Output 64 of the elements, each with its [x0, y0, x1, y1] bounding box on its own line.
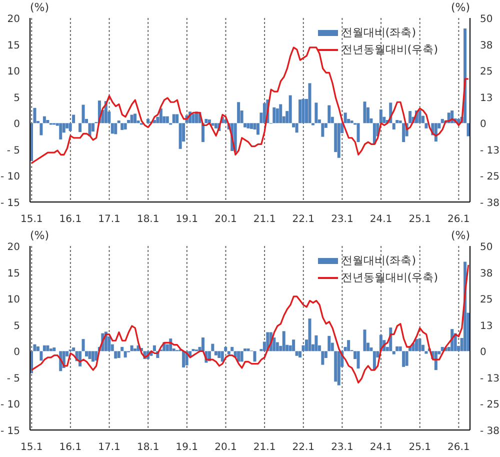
y-tick-label: 20 — [7, 242, 20, 253]
x-tick-label: 23.1 — [331, 214, 354, 225]
y2-tick-label: 25 — [480, 294, 493, 306]
x-tick-label: 18.1 — [136, 214, 160, 225]
y2-tick-label: 50 — [480, 242, 493, 253]
y2-tick-label: - 25 — [480, 400, 500, 411]
y-tick-label: 0 — [14, 347, 20, 358]
y-tick-label: - 10 — [0, 400, 20, 411]
x-tick-label: 20.1 — [214, 442, 237, 453]
x-tick-label: 18.1 — [136, 442, 160, 453]
x-tick-label: 24.1 — [370, 214, 392, 225]
x-tick-label: 21.1 — [253, 214, 276, 225]
x-tick-label: 25.1 — [408, 442, 431, 453]
legend-label: 전년동월대비(우축) — [341, 270, 438, 286]
y2-tick-label: 0 — [480, 347, 486, 358]
y2-tick-label: - 25 — [480, 172, 500, 183]
legend-label: 전월대비(좌축) — [341, 25, 416, 41]
y-tick-label: 5 — [14, 92, 20, 104]
x-tick-label: 21.1 — [253, 442, 276, 453]
y2-tick-label: 13 — [480, 320, 493, 332]
x-tick-label: 15.1 — [20, 214, 43, 225]
y-tick-label: 15 — [7, 40, 20, 52]
y2-axis-title: (%) — [450, 229, 470, 242]
x-tick-label: 15.1 — [20, 442, 43, 453]
y-tick-label: 20 — [7, 14, 20, 25]
y-tick-label: - 15 — [0, 426, 20, 437]
y2-tick-label: - 13 — [480, 145, 500, 156]
x-tick-label: 17.1 — [98, 442, 120, 453]
y2-tick-label: 0 — [480, 119, 486, 130]
y2-tick-label: 50 — [480, 14, 493, 25]
y-tick-label: 5 — [14, 320, 20, 332]
x-tick-label: 16.1 — [59, 442, 82, 453]
y2-axis-title: (%) — [450, 1, 470, 14]
y2-tick-label: - 38 — [480, 426, 500, 437]
x-tick-label: 26.1 — [448, 442, 470, 453]
y-axis-title: (%) — [30, 229, 50, 242]
y-tick-label: - 15 — [0, 198, 20, 209]
y-axis-title: (%) — [30, 1, 50, 14]
legend-label: 전년동월대비(우축) — [341, 42, 438, 58]
y2-tick-label: 38 — [480, 40, 493, 52]
legend-label: 전월대비(좌축) — [341, 253, 416, 269]
y-tick-label: - 10 — [0, 172, 20, 183]
y2-tick-label: 13 — [480, 92, 493, 104]
x-tick-label: 22.1 — [292, 214, 315, 225]
x-tick-label: 25.1 — [408, 214, 431, 225]
y2-tick-label: - 13 — [480, 373, 500, 384]
y-tick-label: - 5 — [6, 145, 20, 156]
y-tick-label: 15 — [7, 268, 20, 280]
x-tick-label: 17.1 — [98, 214, 120, 225]
x-tick-label: 19.1 — [176, 442, 198, 453]
x-tick-label: 20.1 — [214, 214, 237, 225]
y-tick-label: - 5 — [6, 373, 20, 384]
x-tick-label: 22.1 — [292, 442, 315, 453]
y-tick-label: 10 — [7, 294, 20, 306]
y-tick-label: 10 — [7, 66, 20, 78]
y2-tick-label: - 38 — [480, 198, 500, 209]
x-tick-label: 23.1 — [331, 442, 354, 453]
x-tick-label: 26.1 — [448, 214, 470, 225]
x-tick-label: 16.1 — [59, 214, 82, 225]
x-tick-label: 19.1 — [176, 214, 198, 225]
y2-tick-label: 38 — [480, 268, 493, 280]
y2-tick-label: 25 — [480, 66, 493, 78]
x-tick-label: 24.1 — [370, 442, 392, 453]
y-tick-label: 0 — [14, 119, 20, 130]
